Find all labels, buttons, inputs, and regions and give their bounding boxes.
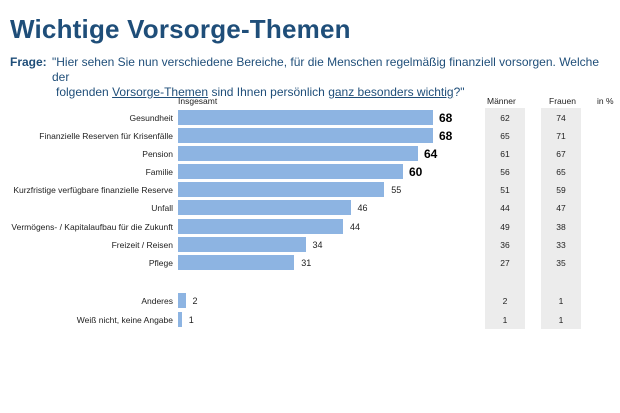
women-value: 1 [558,296,564,306]
bar-value-label: 68 [439,129,453,143]
question-line-2: folgenden Vorsorge-Themen sind Ihnen per… [52,85,612,100]
bar [178,200,351,215]
bar-value-label: 1 [188,315,194,325]
bar-value-label: 2 [192,296,198,306]
bar-value-label: 68 [439,111,453,125]
men-value: 36 [500,240,510,250]
bar [178,219,343,234]
question-part: sind Ihnen persönlich [208,85,329,99]
men-value: 62 [500,113,510,123]
women-value: 33 [556,240,566,250]
men-value: 56 [500,167,510,177]
men-value: 51 [500,185,510,195]
page-title: Wichtige Vorsorge-Themen [10,14,351,44]
category-label: Anderes [141,296,173,306]
bar-value-label: 31 [301,258,312,268]
men-value: 65 [500,131,510,141]
bar-value-label: 55 [391,185,402,195]
header-men: Männer [487,96,516,106]
women-value: 38 [556,222,566,232]
bar [178,128,433,143]
bar [178,293,186,308]
women-value: 65 [556,167,566,177]
bar [178,255,295,270]
bar-value-label: 60 [409,165,423,179]
category-label: Unfall [151,203,173,213]
bar-value-label: 34 [312,240,323,250]
question-part: folgenden [56,85,113,99]
bar [178,182,385,197]
men-value: 27 [500,258,510,268]
men-value: 49 [500,222,510,232]
men-value: 44 [500,203,510,213]
category-label: Familie [145,167,173,177]
question-label: Frage: [10,55,47,69]
bar-value-label: 46 [357,203,368,213]
women-column-background [541,108,581,329]
question-line-1: "Hier sehen Sie nun verschiedene Bereich… [52,55,599,84]
category-label: Pflege [148,258,173,268]
bar [178,237,306,252]
question-part: ?" [453,85,465,99]
men-value: 1 [502,315,508,325]
question-text: "Hier sehen Sie nun verschiedene Bereich… [52,55,612,100]
bar [178,312,182,327]
women-value: 74 [556,113,566,123]
category-label: Finanzielle Reserven für Krisenfälle [39,131,173,141]
category-label: Pension [142,149,173,159]
men-value: 61 [500,149,510,159]
category-label: Weiß nicht, keine Angabe [76,315,173,325]
bar [178,164,403,179]
women-value: 67 [556,149,566,159]
women-value: 71 [556,131,566,141]
header-total: Insgesamt [178,96,218,106]
women-value: 35 [556,258,566,268]
header-women: Frauen [549,96,576,106]
men-value: 2 [502,296,508,306]
women-value: 47 [556,203,566,213]
women-value: 1 [558,315,564,325]
question-emphasis-topics: Vorsorge-Themen [112,85,209,99]
women-value: 59 [556,185,566,195]
bar [178,146,418,161]
category-label: Gesundheit [129,113,173,123]
category-label: Kurzfristige verfügbare finanzielle Rese… [13,185,173,195]
category-label: Vermögens- / Kapitalaufbau für die Zukun… [11,222,173,232]
bar-value-label: 64 [424,147,438,161]
men-column-background [485,108,525,329]
bar-value-label: 44 [350,222,361,232]
header-unit: in % [597,96,614,106]
bar [178,110,433,125]
question-emphasis-important: ganz besonders wichtig [328,85,454,99]
category-label: Freizeit / Reisen [111,240,173,250]
